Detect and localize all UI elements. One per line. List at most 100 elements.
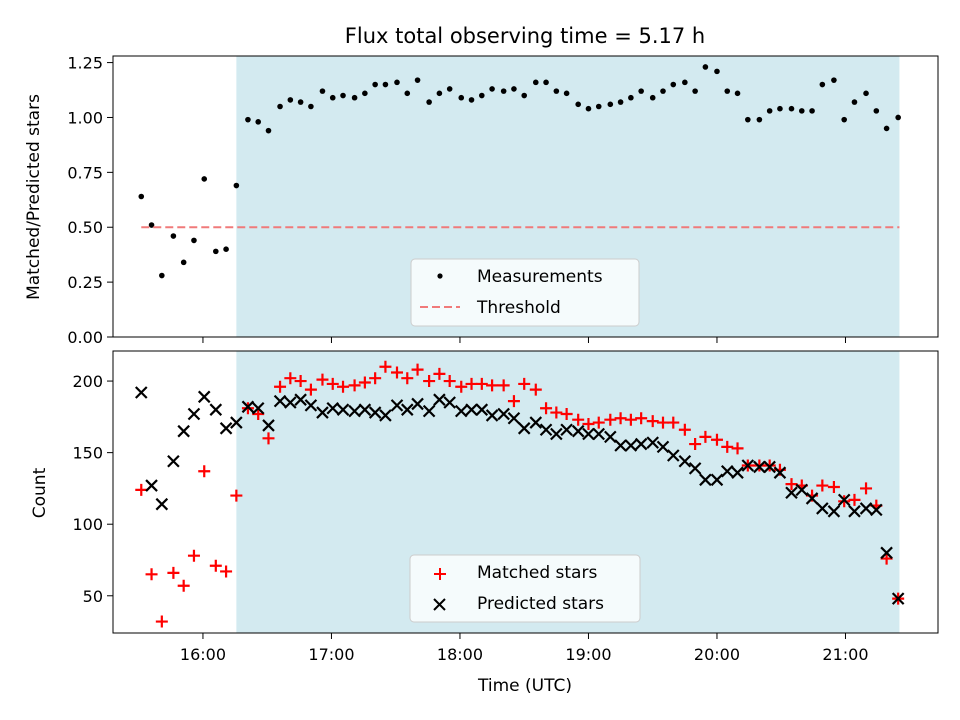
matched-stars-point (572, 413, 585, 426)
measurements-point (265, 127, 272, 134)
matched-stars-point (390, 366, 403, 379)
y-tick-label: 100 (72, 515, 103, 534)
matched-stars-point (614, 412, 627, 425)
predicted-stars-point (592, 427, 606, 441)
measurements-point (714, 68, 720, 75)
x-tick-label: 18:00 (437, 645, 483, 664)
predicted-stars-point (880, 546, 893, 560)
predicted-stars-point (433, 393, 446, 406)
predicted-stars-point (145, 479, 158, 492)
matched-stars-point (167, 566, 180, 579)
predicted-stars-point (273, 394, 287, 408)
measurements-point (191, 237, 197, 244)
matched-stars-point (486, 379, 499, 392)
matched-stars-point (689, 438, 702, 451)
measurements-point (511, 86, 517, 92)
measurements-point (873, 108, 880, 114)
measurements-point (458, 94, 465, 101)
measurements-point (426, 99, 432, 105)
predicted-stars-point (197, 390, 211, 404)
predicted-stars-point (870, 503, 883, 517)
predicted-stars-point (294, 393, 307, 406)
predicted-stars-point (465, 403, 478, 416)
matched-stars-point (252, 407, 265, 420)
predicted-stars-point (155, 497, 169, 511)
predicted-stars-point (454, 404, 468, 418)
measurements-point (863, 90, 869, 97)
measurements-point (756, 116, 763, 123)
measurements-point (489, 86, 495, 92)
matched-stars-point (220, 565, 233, 578)
measurements-point (831, 77, 837, 83)
measurements-point (617, 99, 624, 105)
predicted-stars-point (177, 424, 190, 438)
matched-stars-point (475, 377, 488, 390)
measurements-point (798, 108, 805, 114)
predicted-stars-point (485, 409, 499, 422)
measurements-point (692, 88, 698, 94)
measurements-point (213, 248, 219, 255)
predicted-stars-point (209, 403, 223, 416)
matched-stars-point (582, 418, 595, 431)
matched-stars-point (230, 489, 243, 502)
matched-stars-point (411, 363, 424, 376)
measurements-point (745, 116, 751, 123)
predicted-stars-point (624, 439, 638, 452)
measurements-point (351, 94, 358, 101)
matched-stars-point (560, 407, 573, 420)
matched-stars-point (721, 440, 734, 453)
predicted-stars-point (785, 486, 798, 499)
predicted-stars-point (571, 424, 585, 438)
measurements-point (159, 272, 165, 279)
predicted-stars-point (379, 409, 392, 422)
matched-stars-point (860, 482, 873, 495)
x-tick-label: 16:00 (180, 645, 226, 664)
predicted-stars-point (241, 400, 255, 414)
predicted-stars-point (368, 406, 382, 419)
measurements-point (223, 246, 229, 252)
matched-stars-point (209, 559, 222, 572)
matched-stars-point (710, 433, 723, 446)
predicted-stars-point (604, 430, 617, 444)
measurements-point (362, 90, 368, 97)
matched-stars-point (848, 493, 861, 506)
predicted-stars-point (517, 422, 531, 435)
measurements-point (660, 88, 666, 94)
predicted-stars-point (656, 440, 670, 454)
predicted-stars-point (763, 460, 776, 474)
y-tick-label: 0.75 (67, 163, 103, 182)
matched-stars-point (550, 406, 563, 419)
matched-stars-point (667, 416, 680, 429)
predicted-stars-point (720, 464, 734, 478)
legend-marker-predicted (433, 598, 446, 611)
predicted-stars-point (646, 436, 659, 449)
matched-stars-point (785, 478, 798, 491)
measurements-point (585, 105, 592, 112)
predicted-stars-point (497, 407, 510, 421)
predicted-stars-point (699, 473, 712, 487)
matched-stars-point (529, 383, 542, 396)
matched-stars-point (326, 377, 339, 390)
measurements-point (180, 259, 187, 266)
predicted-stars-point (336, 403, 350, 416)
count-panel-frame (112, 350, 939, 634)
measurements-point (734, 90, 741, 97)
predicted-stars-point (443, 396, 456, 409)
matched-stars-point (635, 412, 648, 425)
measurements-point (446, 86, 453, 92)
legend-label-predicted: Predicted stars (477, 594, 604, 614)
measurements-point (702, 64, 709, 70)
predicted-stars-point (358, 403, 372, 416)
matched-stars-point (699, 430, 712, 443)
y-tick-label: 0.25 (67, 273, 103, 292)
matched-stars-point (455, 380, 468, 393)
measurements-point (468, 97, 475, 103)
y-tick-label: 50 (83, 587, 103, 606)
ratio-panel-frame (112, 55, 939, 338)
predicted-stars-point (837, 493, 851, 507)
measurements-point (372, 81, 378, 88)
matched-stars-point (135, 483, 148, 496)
matched-stars-point (294, 375, 307, 388)
measurements-point (394, 79, 400, 86)
measurements-point (233, 182, 240, 189)
